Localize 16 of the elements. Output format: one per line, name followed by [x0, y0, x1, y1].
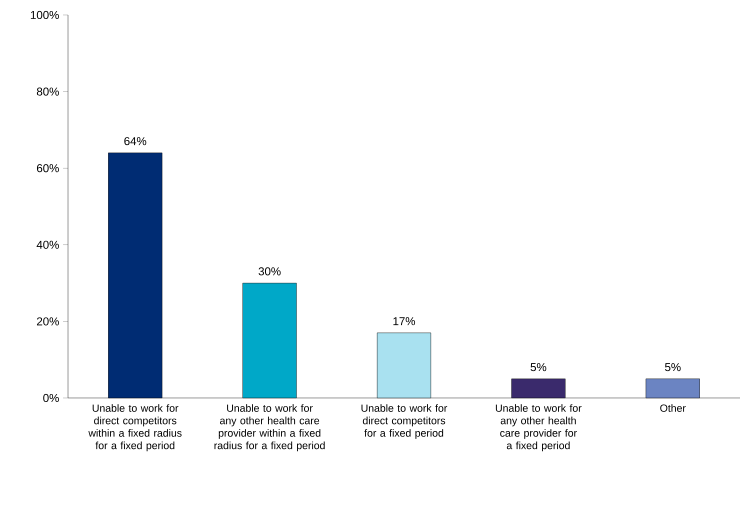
y-tick-label: 20% [36, 317, 59, 326]
data-label: 5% [664, 363, 681, 372]
y-tick-label: 100% [30, 10, 59, 20]
y-tick-label: 60% [36, 164, 59, 172]
x-tick-label: Unable to work for direct competitors within a fixed radius for a fixed period [88, 404, 182, 452]
data-label: 17% [393, 317, 416, 326]
y-tick-label: 80% [36, 88, 59, 96]
y-tick-label: 40% [36, 240, 59, 249]
data-label: 30% [258, 267, 281, 276]
y-tick-label: 0% [43, 394, 59, 402]
x-tick-label: Unable to work for any other health care provider for a fixed period [496, 404, 582, 452]
data-label: 64% [124, 137, 146, 146]
x-tick-label: Unable to work for any other health care provider within a fixed radius for a fixed period [214, 404, 325, 452]
x-tick-label: Other [660, 404, 686, 412]
data-label: 5% [530, 363, 546, 372]
x-tick-label: Unable to work for direct competitors for a fixed period [362, 404, 448, 439]
